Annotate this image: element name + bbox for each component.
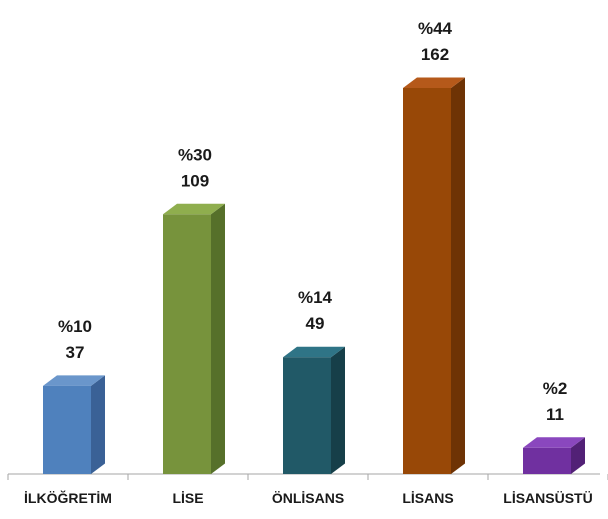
percent-label: %14 <box>298 288 333 307</box>
bar-side-face <box>571 437 585 474</box>
count-label: 49 <box>306 314 325 333</box>
bar-top-face <box>163 203 225 215</box>
category-label: LİSANS <box>402 490 453 506</box>
bar-3 <box>283 346 345 474</box>
bar-4 <box>403 77 465 474</box>
bar-front-face <box>283 357 331 474</box>
category-label: İLKÖĞRETİM <box>24 489 112 506</box>
chart-labels-layer: %10 37 İLKÖĞRETİM %30 109 LİSE %14 49 ÖNLİSANS %4… <box>24 19 593 506</box>
chart-axis-layer <box>7 473 608 480</box>
bar-side-face <box>331 346 345 474</box>
bar-top-face <box>43 375 105 386</box>
category-label: ÖNLİSANS <box>272 490 344 506</box>
bar-front-face <box>43 385 91 474</box>
bar-side-face <box>211 203 225 475</box>
bar-top-face <box>403 77 465 88</box>
percent-label: %10 <box>58 317 92 336</box>
count-label: 37 <box>66 343 85 362</box>
bar-front-face <box>163 214 211 475</box>
bar-top-face <box>283 346 345 358</box>
count-label: 11 <box>546 405 564 424</box>
percent-label: %2 <box>543 379 568 398</box>
percent-label: %44 <box>418 19 453 38</box>
percent-label: %30 <box>178 145 212 164</box>
bar-1 <box>43 375 105 474</box>
bar-5 <box>523 437 585 474</box>
category-label: LİSANSÜSTÜ <box>503 490 592 506</box>
category-label: LİSE <box>172 490 203 506</box>
count-label: 109 <box>181 171 209 190</box>
count-label: 162 <box>421 45 449 64</box>
bar-side-face <box>91 375 105 474</box>
bar-front-face <box>403 88 451 474</box>
chart-bars-layer <box>43 77 585 475</box>
bar-front-face <box>523 447 571 474</box>
bar-side-face <box>451 77 465 474</box>
bar-top-face <box>523 437 585 448</box>
bar-2 <box>163 203 225 475</box>
